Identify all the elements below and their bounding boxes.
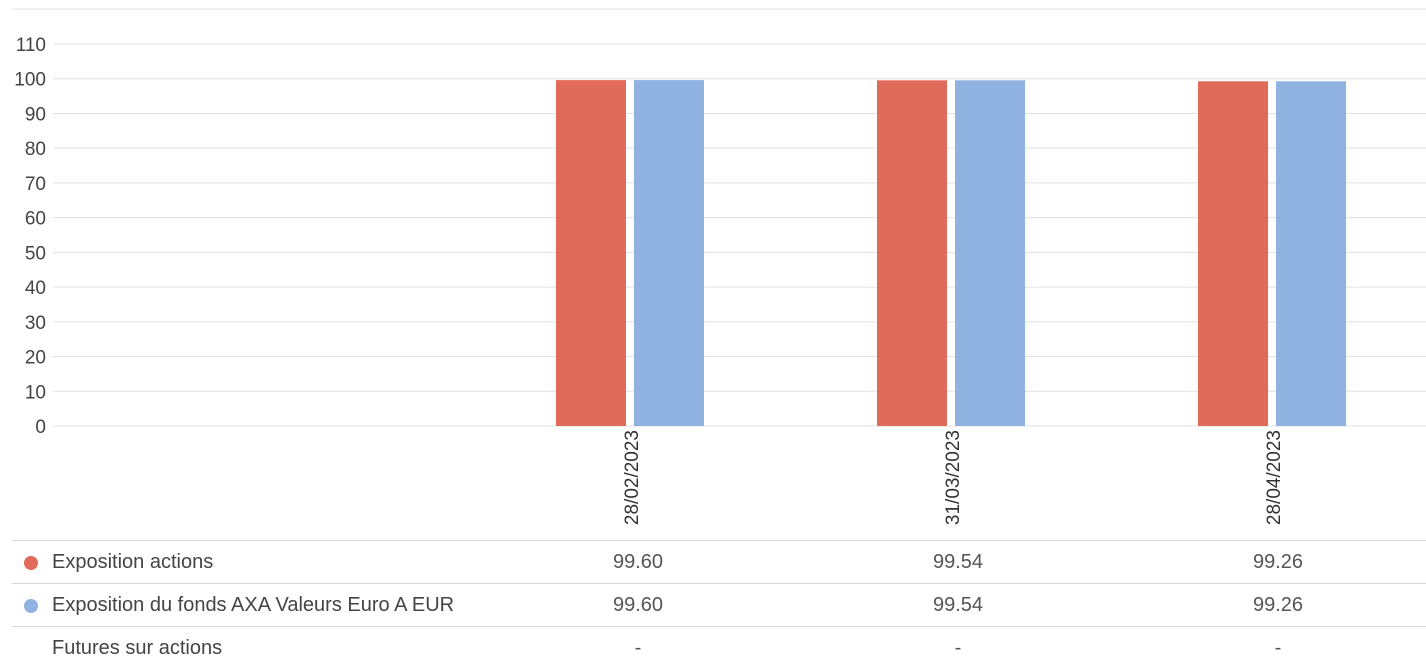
bar[interactable] bbox=[877, 80, 947, 426]
table-cell: - bbox=[1274, 637, 1282, 659]
y-tick-label: 50 bbox=[25, 243, 46, 264]
y-tick-label: 90 bbox=[25, 104, 46, 125]
table-cell: 99.26 bbox=[1252, 551, 1304, 573]
y-tick-label: 100 bbox=[14, 70, 46, 91]
table-cell: 99.60 bbox=[612, 551, 664, 573]
bar-chart: 0 10 20 30 40 50 60 70 80 90 100 110 28/02/2023 31/0… bbox=[12, 8, 1426, 525]
table-row: Exposition du fonds AXA Valeurs Euro A E… bbox=[12, 583, 1426, 626]
table-row: Exposition actions 99.60 99.54 99.26 bbox=[12, 540, 1426, 583]
y-tick-label: 0 bbox=[35, 417, 46, 438]
y-tick-label: 80 bbox=[25, 139, 46, 160]
x-tick-label: 28/02/2023 bbox=[622, 430, 643, 525]
bar[interactable] bbox=[955, 80, 1025, 426]
row-label: Futures sur actions bbox=[52, 637, 223, 659]
bar[interactable] bbox=[1198, 81, 1268, 426]
row-label: Exposition du fonds AXA Valeurs Euro A E… bbox=[52, 594, 455, 616]
x-tick-label: 28/04/2023 bbox=[1264, 430, 1285, 525]
series-color-dot bbox=[24, 556, 38, 570]
table-cell: 99.60 bbox=[612, 594, 664, 616]
y-tick-label: 30 bbox=[25, 313, 46, 334]
table-cell: - bbox=[954, 637, 962, 659]
table-cell: - bbox=[634, 637, 642, 659]
y-tick-label: 110 bbox=[16, 35, 46, 56]
bar[interactable] bbox=[1276, 81, 1346, 426]
y-tick-label: 40 bbox=[25, 278, 46, 299]
y-tick-label: 10 bbox=[25, 382, 46, 403]
bar[interactable] bbox=[556, 80, 626, 426]
y-tick-label: 70 bbox=[25, 174, 46, 195]
bar[interactable] bbox=[634, 80, 704, 426]
series-color-dot bbox=[24, 599, 38, 613]
table-cell: 99.54 bbox=[932, 551, 984, 573]
row-label: Exposition actions bbox=[52, 551, 214, 573]
table-cell: 99.54 bbox=[932, 594, 984, 616]
y-tick-label: 20 bbox=[25, 348, 46, 369]
table-cell: 99.26 bbox=[1252, 594, 1304, 616]
x-tick-label: 31/03/2023 bbox=[943, 430, 964, 525]
y-tick-label: 60 bbox=[25, 209, 46, 230]
table-row: Futures sur actions - - - bbox=[12, 626, 1426, 667]
data-table: Exposition actions 99.60 99.54 99.26 Exp… bbox=[12, 540, 1426, 667]
